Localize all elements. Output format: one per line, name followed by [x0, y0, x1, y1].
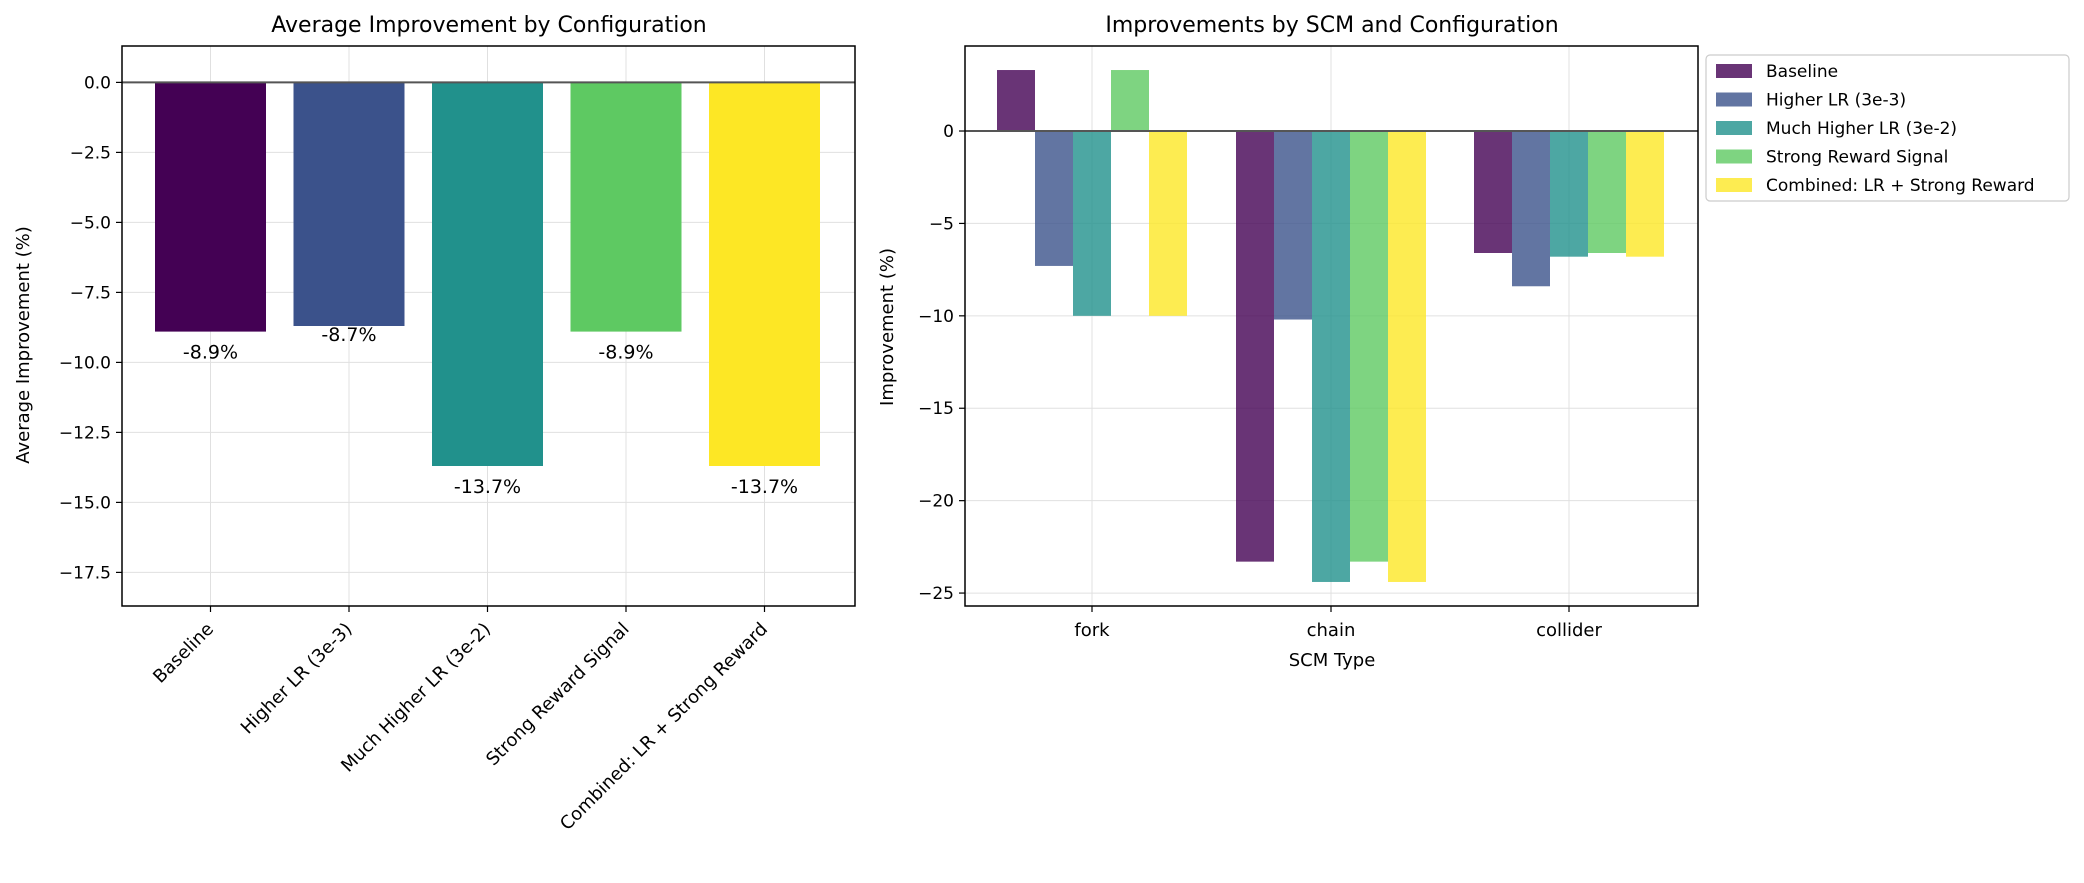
- legend-label: Strong Reward Signal: [1766, 148, 1948, 168]
- chart2-bar: [1274, 131, 1312, 320]
- chart1-ylabel: Average Improvement (%): [13, 226, 34, 464]
- chart-improvements-by-scm: Improvements by SCM and Configuration Im…: [877, 13, 2070, 671]
- chart2-bar: [1350, 131, 1388, 562]
- chart1-ytick-label: −10.0: [59, 353, 111, 373]
- chart2-bar: [1111, 70, 1149, 132]
- chart2-xtick-label: chain: [1307, 620, 1356, 641]
- legend-label: Baseline: [1766, 62, 1838, 82]
- chart1-xtick-label: Strong Reward Signal: [482, 619, 633, 770]
- chart2-bars: [965, 70, 1698, 582]
- legend-swatch: [1716, 64, 1752, 78]
- chart2-ytick-label: −15: [918, 399, 954, 419]
- chart2-bar: [1073, 131, 1111, 316]
- chart2-ytick-label: −10: [918, 307, 954, 327]
- chart1-ytick-label: −12.5: [59, 423, 111, 443]
- chart2-bar: [1550, 131, 1588, 257]
- chart2-bar: [1474, 131, 1512, 253]
- chart1-title: Average Improvement by Configuration: [271, 13, 707, 38]
- chart1-data-labels: -8.9% -8.7% -13.7% -8.9% -13.7%: [122, 81, 855, 498]
- legend-swatch: [1716, 92, 1752, 107]
- chart1-ytick-label: −17.5: [59, 563, 111, 583]
- chart1-bar: [293, 82, 405, 327]
- legend-label: Combined: LR + Strong Reward: [1766, 176, 2035, 196]
- chart2-frame: [964, 45, 1699, 607]
- chart2-ytick-label: −25: [918, 584, 954, 604]
- chart2-xtick-label: collider: [1536, 620, 1602, 641]
- chart1-y-ticks: 0.0 −2.5 −5.0 −7.5 −10.0 −12.5 −15.0 −17.5: [59, 73, 122, 583]
- chart1-data-label: -8.7%: [321, 324, 376, 346]
- legend-swatch: [1716, 149, 1752, 164]
- chart2-xlabel: SCM Type: [1289, 650, 1376, 671]
- chart2-y-ticks: 0 −5 −10 −15 −20 −25: [918, 122, 965, 604]
- chart2-bar: [1588, 131, 1626, 253]
- chart1-data-label: -8.9%: [598, 342, 653, 364]
- chart2-bar: [1149, 131, 1187, 316]
- chart2-ytick-label: 0: [943, 122, 954, 142]
- chart2-bar: [997, 70, 1035, 132]
- chart1-ytick-label: −15.0: [59, 493, 111, 513]
- chart2-title: Improvements by SCM and Configuration: [1105, 13, 1558, 38]
- legend-swatch: [1716, 178, 1752, 192]
- chart2-bar: [1236, 131, 1274, 562]
- chart1-frame: [121, 45, 856, 607]
- chart1-data-label: -13.7%: [731, 476, 798, 498]
- chart1-ytick-label: −5.0: [70, 213, 111, 233]
- chart1-bar: [432, 82, 543, 467]
- chart2-bar: [1512, 131, 1550, 287]
- chart1-data-label: -8.9%: [183, 342, 238, 364]
- chart1-xtick-label: Higher LR (3e-3): [237, 619, 357, 739]
- chart-average-improvement: Average Improvement by Configuration Ave…: [13, 13, 856, 835]
- chart2-x-ticks: fork chain collider: [1074, 606, 1603, 641]
- legend-label: Much Higher LR (3e-2): [1766, 119, 1957, 139]
- chart2-ytick-label: −5: [929, 214, 954, 234]
- chart1-xtick-label: Much Higher LR (3e-2): [337, 619, 495, 777]
- chart2-ylabel: Improvement (%): [877, 248, 898, 406]
- legend-box: [1705, 54, 2070, 202]
- chart1-bar: [570, 82, 682, 332]
- chart2-legend: Baseline Higher LR (3e-3) Much Higher LR (…: [1705, 54, 2070, 202]
- legend-swatch: [1716, 121, 1752, 135]
- chart2-xtick-label: fork: [1074, 620, 1110, 641]
- chart1-bar: [709, 82, 820, 467]
- chart2-bar: [1312, 131, 1350, 582]
- chart1-ytick-label: −7.5: [70, 283, 111, 303]
- chart2-bar: [1035, 131, 1073, 266]
- chart1-ytick-label: −2.5: [70, 143, 111, 163]
- chart2-bar: [1626, 131, 1664, 257]
- chart1-data-label: -13.7%: [454, 476, 521, 498]
- chart2-bar: [1388, 131, 1426, 582]
- legend-label: Higher LR (3e-3): [1766, 91, 1906, 111]
- chart1-x-ticks: Baseline Higher LR (3e-3)Much Higher LR (…: [149, 606, 772, 835]
- chart1-bar: [155, 82, 266, 332]
- chart1-ytick-label: 0.0: [84, 73, 111, 93]
- chart2-ytick-label: −20: [918, 492, 954, 512]
- chart1-xtick-label: Baseline: [149, 619, 218, 688]
- chart1-bars: [155, 82, 820, 467]
